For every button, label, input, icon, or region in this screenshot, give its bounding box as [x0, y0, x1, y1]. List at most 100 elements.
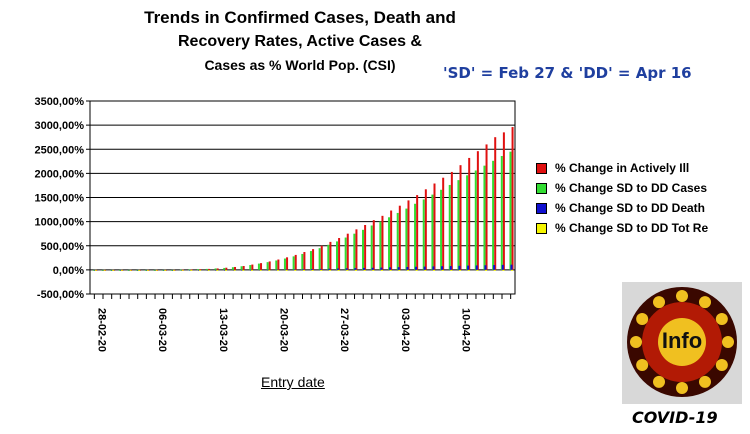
bar-tot-re [259, 269, 262, 271]
bar-death [363, 267, 366, 270]
legend-swatch-cases [536, 182, 547, 194]
y-tick-label: 0,00% [53, 265, 84, 277]
legend-swatch-tot-re [536, 222, 547, 234]
bar-actively-ill [450, 171, 453, 270]
bar-tot-re [441, 269, 444, 271]
bar-actively-ill [364, 225, 367, 270]
legend-item: % Change SD to DD Cases [536, 178, 708, 198]
bar-tot-re [398, 269, 401, 271]
x-tick-label: 13-03-20 [217, 308, 229, 352]
bar-death [484, 265, 487, 270]
bar-cases [327, 244, 330, 270]
bar-tot-re [424, 269, 427, 271]
bar-actively-ill [476, 151, 479, 270]
bar-cases [223, 267, 226, 270]
x-tick-label: 28-02-20 [95, 308, 107, 352]
bar-actively-ill [277, 259, 280, 270]
bar-cases [214, 268, 217, 270]
bar-cases [249, 265, 252, 270]
bar-cases [231, 267, 234, 270]
bar-tot-re [224, 269, 227, 271]
badge-text: Info [662, 328, 702, 353]
bar-actively-ill [346, 233, 349, 270]
bar-tot-re [181, 269, 184, 271]
bar-tot-re [155, 269, 158, 271]
bar-death [397, 267, 400, 270]
bar-cases [370, 225, 373, 270]
x-tick-label: 10-04-20 [460, 308, 472, 352]
bar-cases [431, 194, 434, 270]
bar-tot-re [172, 269, 175, 271]
y-tick-label: 3500,00% [34, 96, 84, 108]
legend-label: % Change SD to DD Tot Re [555, 221, 709, 235]
bar-cases [353, 233, 356, 270]
legend-item: % Change SD to DD Death [536, 198, 708, 218]
bar-actively-ill [329, 241, 332, 270]
bar-cases [483, 165, 486, 270]
bar-tot-re [406, 269, 409, 271]
virus-spike [715, 313, 728, 325]
bar-cases [405, 208, 408, 270]
bar-tot-re [311, 269, 314, 271]
bar-death [467, 265, 470, 270]
y-tick-label: -500,00% [37, 289, 84, 301]
legend-label: % Change SD to DD Death [555, 201, 706, 215]
bar-death [389, 267, 392, 270]
bar-death [336, 268, 339, 270]
bar-tot-re [415, 269, 418, 271]
bar-tot-re [389, 269, 392, 271]
bar-actively-ill [199, 269, 202, 271]
bar-death [328, 268, 331, 270]
virus-spike [722, 336, 734, 348]
bar-tot-re [268, 269, 271, 271]
bar-actively-ill [416, 195, 419, 270]
bar-cases [500, 156, 503, 270]
bar-cases [283, 258, 286, 270]
bar-tot-re [502, 269, 505, 271]
bar-actively-ill [468, 157, 471, 270]
bar-tot-re [250, 269, 253, 271]
bar-death [475, 265, 478, 270]
bar-cases [396, 212, 399, 270]
bar-tot-re [476, 269, 479, 271]
bar-actively-ill [260, 263, 263, 270]
chart-title-line-2: Recovery Rates, Active Cases & [178, 33, 422, 50]
bar-tot-re [354, 269, 357, 271]
bar-cases [422, 199, 425, 270]
bar-actively-ill [459, 165, 462, 270]
bar-actively-ill [338, 238, 341, 270]
virus-spikes [630, 290, 734, 394]
bar-tot-re [372, 269, 375, 271]
bar-actively-ill [225, 267, 228, 270]
bar-tot-re [493, 269, 496, 271]
bar-tot-re [207, 269, 210, 271]
virus-spike [636, 313, 649, 325]
badge-caption: COVID-19 [632, 408, 718, 427]
bar-death [406, 266, 409, 270]
x-tick-label: 03-04-20 [399, 308, 411, 352]
bar-tot-re [320, 269, 323, 271]
bar-cases [275, 260, 278, 270]
bar-cases [466, 175, 469, 270]
bar-tot-re [467, 269, 470, 271]
bar-cases [379, 221, 382, 270]
bar-tot-re [363, 269, 366, 271]
legend-swatch-death [536, 202, 547, 214]
y-tick-label: 2500,00% [34, 144, 84, 156]
bar-tot-re [294, 269, 297, 271]
bar-cases [448, 184, 451, 270]
virus-spike [653, 296, 665, 309]
bar-tot-re [285, 269, 288, 271]
bar-tot-re [190, 269, 193, 271]
bar-actively-ill [390, 210, 393, 270]
bar-tot-re [302, 269, 305, 271]
bar-tot-re [433, 269, 436, 271]
bar-cases [388, 217, 391, 270]
bar-tot-re [216, 269, 219, 271]
virus-spike [636, 359, 649, 371]
covid-info-badge: Info [622, 282, 742, 404]
bar-death [380, 267, 383, 270]
bar-actively-ill [502, 132, 505, 270]
chart-subtitle: 'SD' = Feb 27 & 'DD' = Apr 16 [443, 64, 692, 82]
bar-actively-ill [433, 183, 436, 270]
